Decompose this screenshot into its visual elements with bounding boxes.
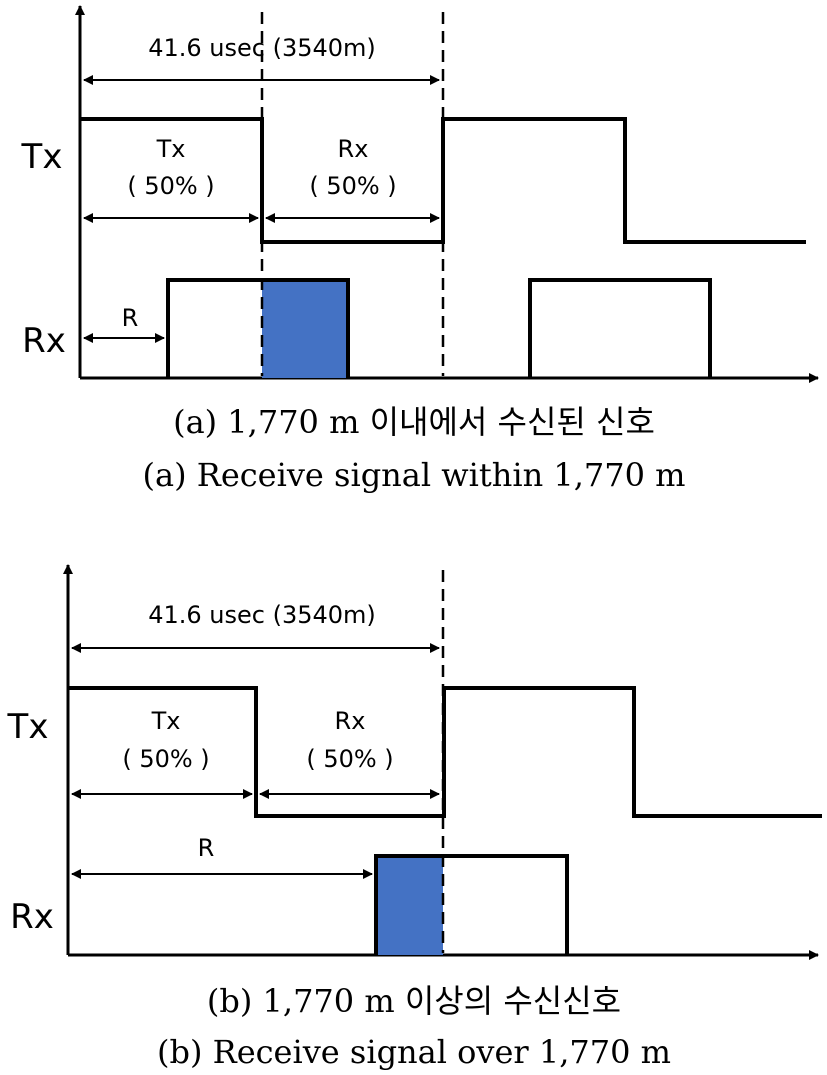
rx-pulse-b (374, 854, 569, 955)
rx-overlap-fill-b (376, 856, 443, 955)
diagram-a: 41.6 usec (3540m) Tx Rx Tx ( 50% ) Rx ( … (21, 5, 819, 494)
tx-axis-label-a: Tx (21, 137, 63, 177)
rx-axis-label-b: Rx (10, 897, 54, 937)
caption-korean-b: (b) 1,770 m 이상의 수신신호 (207, 982, 621, 1020)
caption-english-a: (a) Receive signal within 1,770 m (143, 456, 686, 494)
tx-segment-label-b: Tx (151, 707, 181, 735)
range-label-a: R (122, 304, 139, 332)
rx-segment-label-b: Rx (335, 707, 366, 735)
rx-axis-label-a: Rx (22, 321, 66, 361)
tx-segment-pct-a: ( 50% ) (127, 172, 214, 200)
rx-pulse-2-a (528, 278, 712, 378)
rx-pulse-1-a (166, 278, 350, 378)
caption-english-b: (b) Receive signal over 1,770 m (157, 1033, 671, 1071)
tx-axis-label-b: Tx (7, 707, 49, 747)
rx-segment-label-a: Rx (338, 135, 369, 163)
tx-segment-label-a: Tx (156, 135, 186, 163)
rx-segment-pct-b: ( 50% ) (306, 745, 393, 773)
rx-segment-pct-a: ( 50% ) (309, 172, 396, 200)
diagram-b: 41.6 usec (3540m) Tx Rx Tx ( 50% ) Rx ( … (7, 564, 822, 1071)
tx-waveform-a (80, 117, 806, 244)
period-label-b: 41.6 usec (3540m) (148, 601, 376, 629)
period-label-a: 41.6 usec (3540m) (148, 34, 376, 62)
caption-korean-a: (a) 1,770 m 이내에서 수신된 신호 (173, 403, 655, 441)
range-label-b: R (198, 834, 215, 862)
tx-segment-pct-b: ( 50% ) (122, 745, 209, 773)
rx-overlap-fill-a (262, 280, 348, 378)
